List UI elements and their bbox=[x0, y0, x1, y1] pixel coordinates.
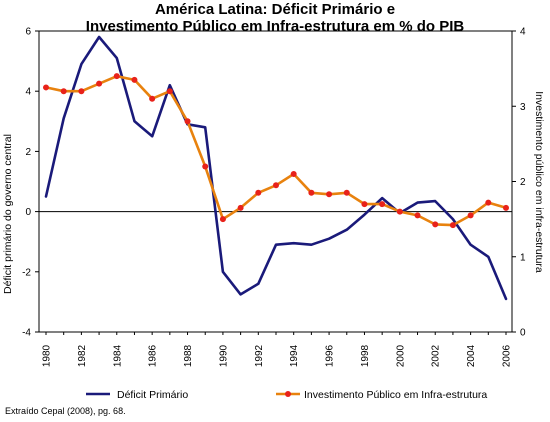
x-tick-label: 1994 bbox=[289, 344, 300, 367]
series-1-point bbox=[96, 80, 103, 87]
series-1-point bbox=[379, 201, 386, 208]
left-axis: -4 -2 0 2 4 6 bbox=[22, 27, 39, 339]
source-note: Extraído Cepal (2008), pg. 68. bbox=[5, 406, 126, 416]
series-1-point bbox=[414, 212, 421, 219]
chart-title: América Latina: Déficit Primário e bbox=[155, 1, 395, 18]
left-axis-label: Déficit primário do governo central bbox=[2, 134, 14, 294]
series-1-point bbox=[273, 182, 279, 189]
x-tick-label: 1992 bbox=[254, 344, 265, 367]
series-1-point bbox=[78, 88, 85, 95]
x-tick-label: 1984 bbox=[112, 344, 123, 367]
plot-frame bbox=[38, 30, 513, 333]
left-tick-label: 0 bbox=[25, 207, 31, 218]
series-1-point bbox=[60, 88, 67, 95]
legend: Déficit Primário Investimento Público em… bbox=[86, 389, 487, 401]
x-tick-label: 2006 bbox=[502, 344, 513, 367]
x-tick-label: 2002 bbox=[431, 344, 442, 367]
left-tick-label: -4 bbox=[22, 328, 31, 339]
series-1-point bbox=[467, 212, 474, 219]
x-tick-label: 1986 bbox=[148, 344, 159, 367]
series-1-point bbox=[202, 163, 209, 170]
series-1-point bbox=[361, 201, 368, 208]
legend-label-deficit: Déficit Primário bbox=[117, 389, 188, 401]
series-1-point bbox=[343, 189, 350, 196]
series-layer bbox=[43, 35, 509, 301]
left-tick-label: -2 bbox=[22, 267, 31, 278]
series-1-point bbox=[290, 170, 297, 177]
right-tick-label: 2 bbox=[520, 177, 526, 188]
right-tick-label: 1 bbox=[520, 252, 526, 263]
series-1-point bbox=[184, 118, 191, 125]
x-tick-label: 1988 bbox=[183, 344, 194, 367]
right-axis-label: Investimento público em infra-estrutura bbox=[533, 91, 545, 273]
series-1-point bbox=[485, 199, 492, 206]
right-tick-label: 4 bbox=[520, 27, 526, 38]
series-1-point bbox=[255, 189, 262, 196]
series-1-point bbox=[149, 95, 156, 102]
series-1-point bbox=[113, 73, 120, 80]
series-1-point bbox=[449, 222, 456, 229]
left-tick-label: 6 bbox=[25, 27, 31, 38]
series-1-point bbox=[396, 208, 403, 215]
series-line-0 bbox=[44, 35, 508, 301]
x-tick-label: 1982 bbox=[77, 344, 88, 367]
x-tick-label: 1998 bbox=[360, 344, 371, 367]
x-tick-label: 2000 bbox=[395, 344, 406, 367]
legend-label-investimento: Investimento Público em Infra-estrutura bbox=[304, 389, 487, 401]
x-tick-label: 1990 bbox=[218, 344, 229, 367]
right-tick-label: 3 bbox=[520, 102, 526, 113]
left-tick-label: 4 bbox=[25, 87, 31, 98]
legend-marker-investimento bbox=[285, 391, 291, 397]
x-axis: 1980 1982 1984 1986 1988 1990 1992 1994 1996 1998… bbox=[42, 332, 513, 367]
series-1-point bbox=[166, 88, 173, 95]
x-tick-label: 1980 bbox=[42, 344, 53, 367]
series-1-point bbox=[432, 221, 439, 228]
chart-subtitle: Investimento Público em Infra-estrutura … bbox=[86, 18, 465, 35]
series-1-point bbox=[503, 204, 509, 211]
series-1-point bbox=[219, 216, 226, 223]
series-1-point bbox=[237, 204, 244, 211]
series-1-point bbox=[131, 76, 138, 83]
left-tick-label: 2 bbox=[25, 147, 31, 158]
x-tick-label: 1996 bbox=[325, 344, 336, 367]
series-1-point bbox=[308, 189, 315, 196]
right-axis: 0 1 2 3 4 bbox=[512, 27, 526, 339]
right-tick-label: 0 bbox=[520, 328, 526, 339]
series-1-point bbox=[43, 84, 49, 91]
series-1-point bbox=[326, 191, 333, 198]
x-tick-label: 2004 bbox=[466, 344, 477, 367]
